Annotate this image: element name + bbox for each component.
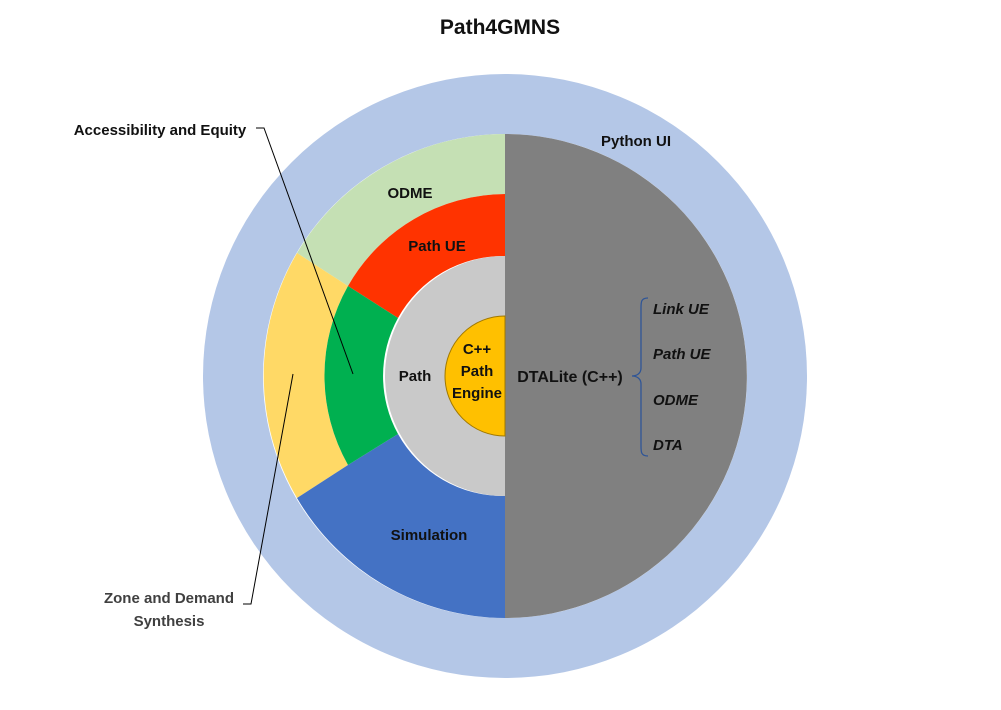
zone-demand-segment [263, 253, 348, 498]
path-engine-core [444, 315, 506, 437]
path-ue-segment [348, 194, 505, 318]
simulation-label: Simulation [391, 527, 468, 544]
engine-label-line3: Engine [452, 385, 502, 402]
path-ue-label: Path UE [408, 238, 466, 255]
python-ui-label: Python UI [601, 133, 671, 150]
feature-odme: ODME [653, 392, 699, 409]
feature-path-ue: Path UE [653, 346, 712, 363]
accessibility-callout-label: Accessibility and Equity [74, 122, 247, 139]
path-label: Path [399, 368, 432, 385]
simulation-segment [297, 434, 505, 618]
dtalite-label: DTALite (C++) [517, 369, 622, 386]
accessibility-callout-line [256, 127, 354, 375]
odme-label: ODME [388, 185, 433, 202]
diagram-title: Path4GMNS [440, 16, 560, 39]
feature-dta: DTA [653, 437, 683, 454]
zone-callout-label-line2: Synthesis [134, 613, 205, 630]
dtalite-features-brace [631, 297, 649, 457]
odme-segment [297, 134, 505, 286]
engine-label-line1: C++ [463, 341, 492, 358]
feature-link-ue: Link UE [653, 301, 710, 318]
zone-callout-label-line1: Zone and Demand [104, 590, 234, 607]
dtalite-half [505, 134, 747, 618]
accessibility-segment [324, 286, 398, 465]
engine-label-line2: Path [461, 363, 494, 380]
zone-callout-line [243, 373, 294, 605]
